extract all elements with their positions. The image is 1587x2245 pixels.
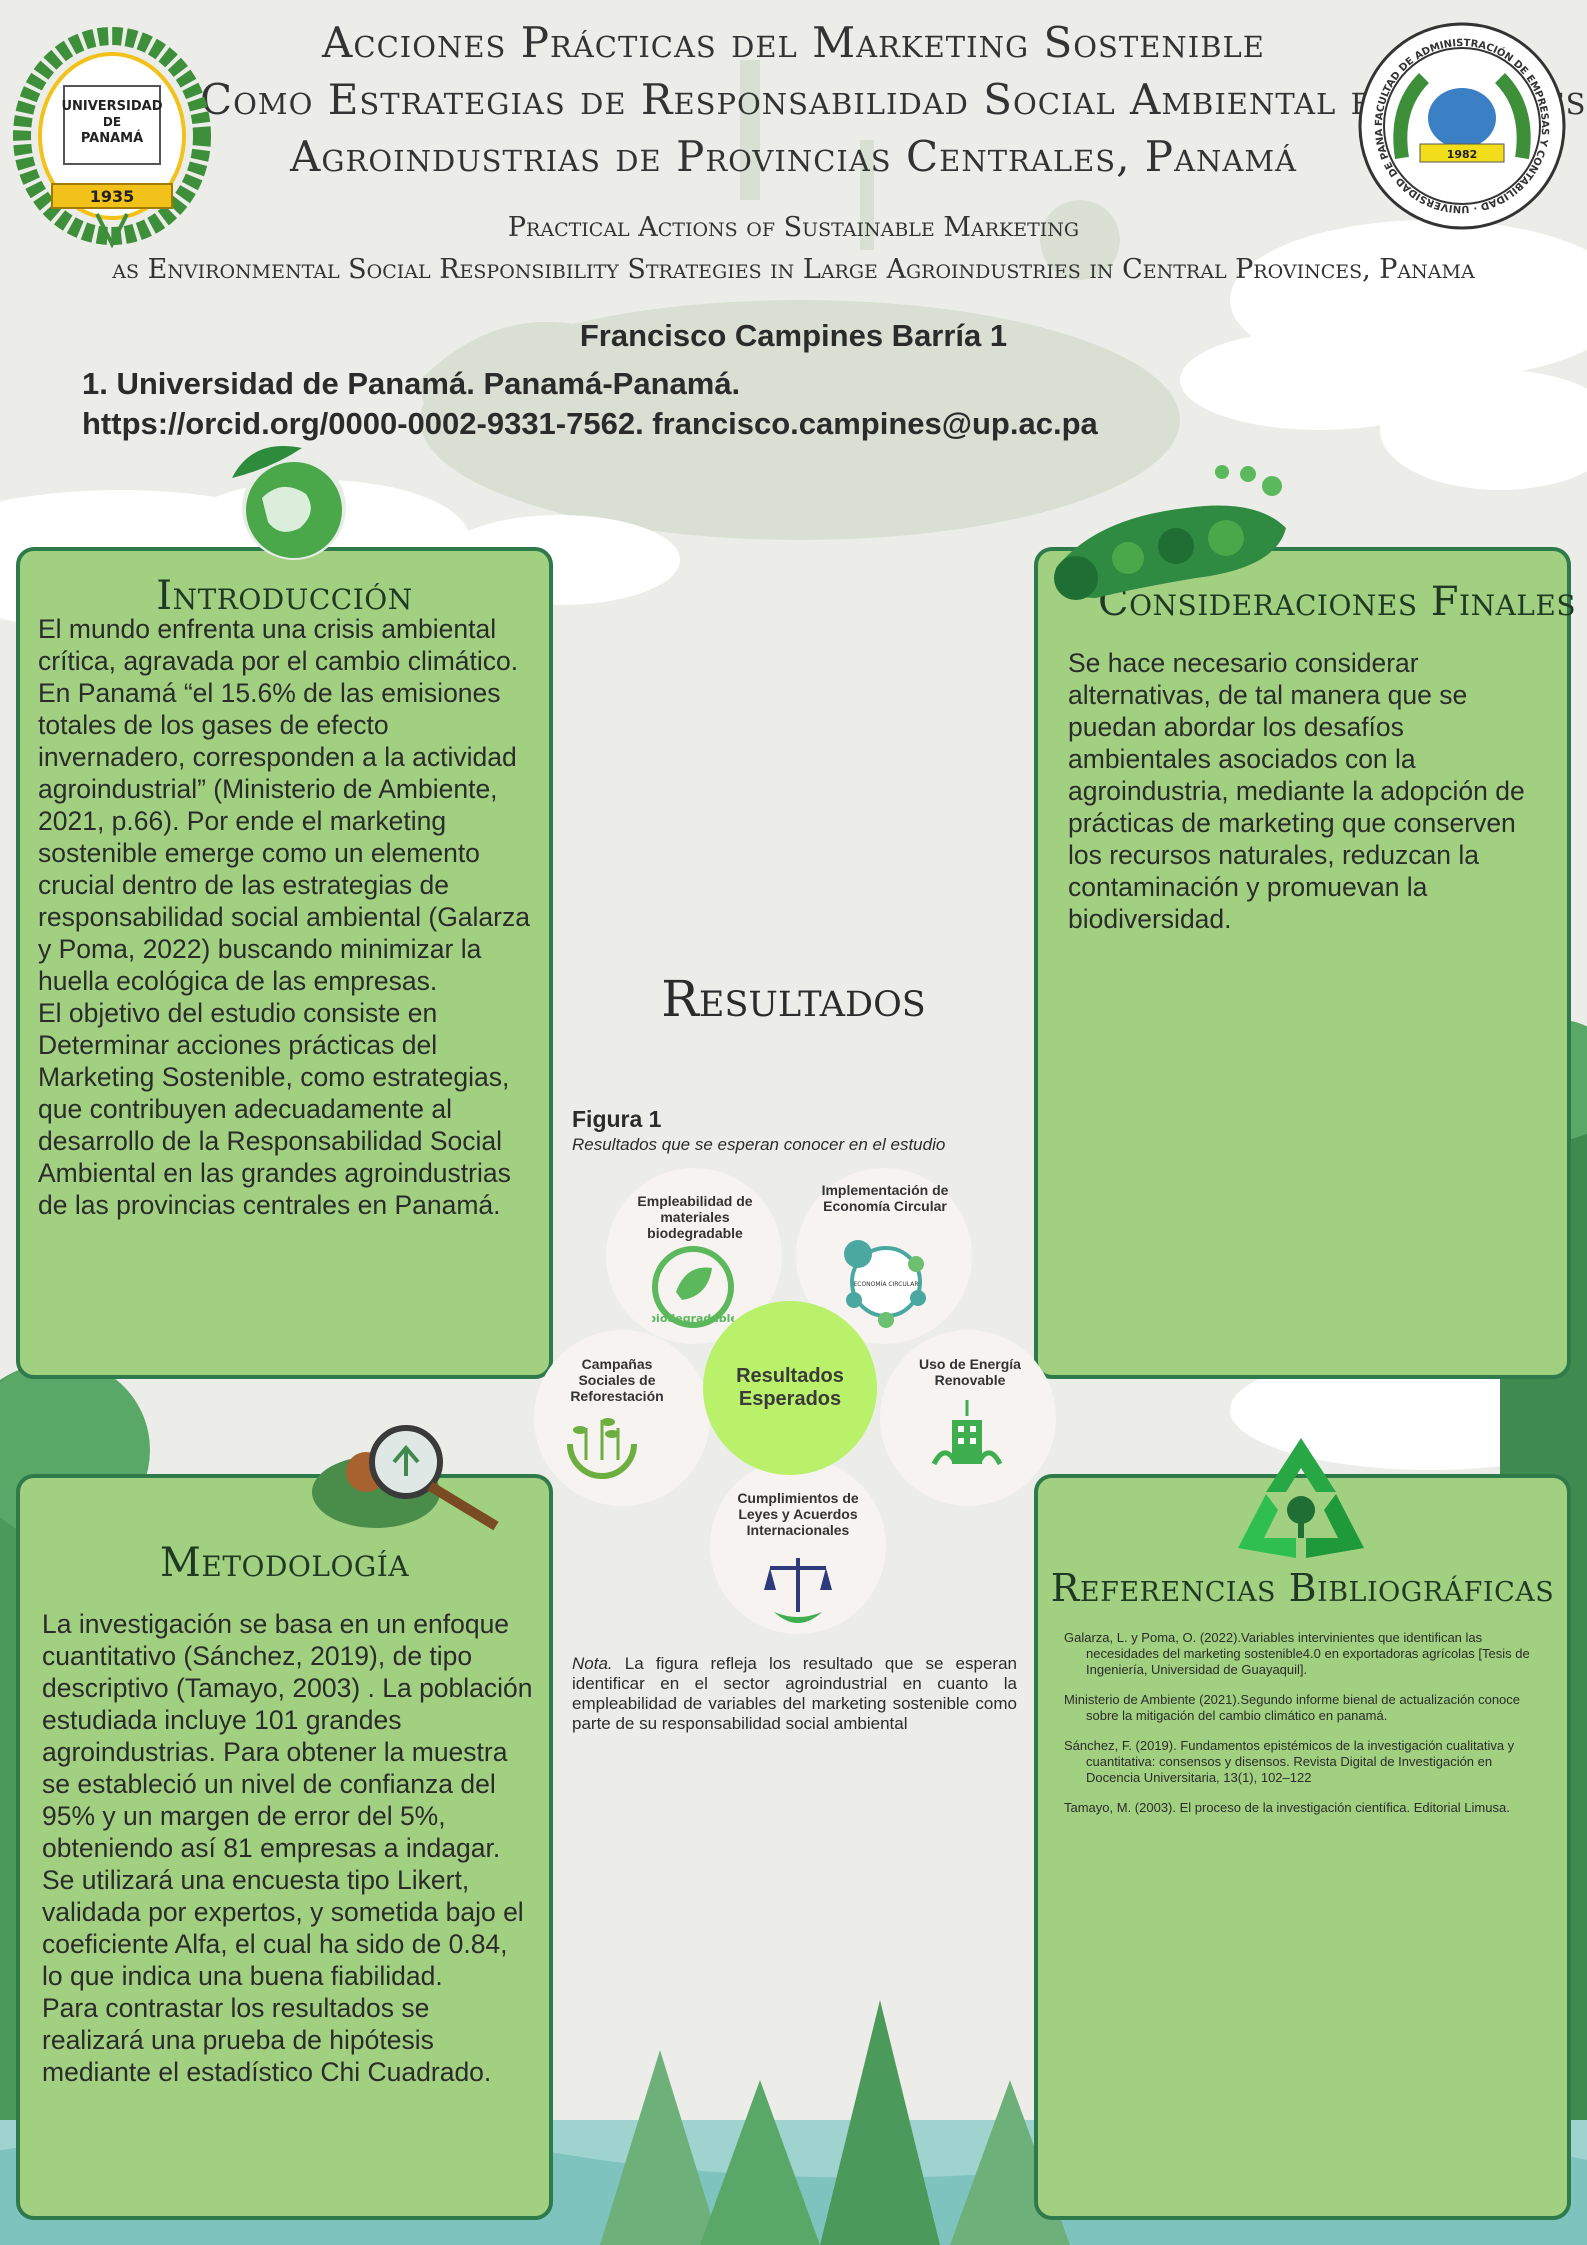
author-name: Francisco Campines Barría 1 [579, 318, 1008, 353]
resultados-esperados-center: Resultados Esperados [703, 1301, 877, 1475]
recycle-tree-icon [1238, 1438, 1364, 1558]
reference-item: Sánchez, F. (2019). Fundamentos epistémi… [1064, 1738, 1515, 1785]
paragraph: La investigación se basa en un enfoque c… [42, 1609, 533, 1991]
petal-label: Empleabilidad de materiales biodegradabl… [637, 1193, 753, 1241]
biodegradable-icon-text: biodegradable [652, 1312, 734, 1325]
section-body: El mundo enfrenta una crisis ambiental c… [20, 613, 549, 1221]
title-line: Como Estrategias de Responsabilidad Soci… [200, 75, 1587, 124]
petal-label: Cumplimientos de Leyes y Acuerdos Intern… [737, 1490, 859, 1538]
reference-item: Ministerio de Ambiente (2021).Segundo in… [1064, 1692, 1521, 1723]
reforestation-icon [567, 1418, 637, 1479]
renewable-energy-icon [931, 1400, 1003, 1466]
title-line: Acciones Prácticas del Marketing Sosteni… [322, 18, 1265, 67]
logo-year: 1982 [1447, 148, 1478, 161]
justice-scale-icon [764, 1558, 832, 1623]
affiliation: 1. Universidad de Panamá. Panamá-Panamá.… [82, 364, 1532, 444]
affiliation-line: https://orcid.org/0000-0002-9331-7562. f… [82, 406, 1098, 441]
section-title: Introducción [156, 573, 413, 619]
referencias-section: Referencias Bibliográficas Galarza, L. y… [1034, 1474, 1571, 2220]
title-line: Practical Actions of Sustainable Marketi… [507, 212, 1080, 243]
consideraciones-finales-section: Consideraciones Finales Se hace necesari… [1034, 547, 1577, 1379]
paragraph: El mundo enfrenta una crisis ambiental c… [38, 614, 530, 996]
economia-circular-icon: ECONOMÍA CIRCULAR [844, 1240, 926, 1328]
petal-label: Implementación de Economía Circular [821, 1182, 949, 1214]
figure-caption: Resultados que se esperan conocer en el … [572, 1135, 946, 1154]
section-body: Se hace necesario considerar alternativa… [1038, 647, 1567, 935]
figure-label: Figura 1 [572, 1106, 662, 1132]
metodologia-section: Metodología La investigación se basa en … [16, 1474, 553, 2220]
note-label: Nota. [572, 1654, 613, 1673]
title-line: Agroindustrias de Provincias Centrales, … [290, 132, 1297, 181]
paragraph: Para contrastar los resultados se realiz… [42, 1993, 492, 2087]
logo-text: DE [103, 115, 121, 129]
petal-energia-renovable [880, 1330, 1056, 1506]
reference-item: Tamayo, M. (2003). El proceso de la inve… [1064, 1800, 1510, 1815]
paragraph: El objetivo del estudio consiste en Dete… [38, 998, 511, 1220]
petal-label: Campañas Sociales de Reforestación [570, 1356, 664, 1404]
petal-reforestacion [534, 1330, 710, 1506]
facultad-administracion-logo: 1982 FACULTAD DE ADMINISTRACIÓN DE EMPRE… [1354, 18, 1566, 230]
section-title: Metodología [159, 1540, 410, 1586]
logo-text: PANAMÁ [81, 130, 143, 146]
affiliation-line: 1. Universidad de Panamá. Panamá-Panamá. [82, 366, 741, 401]
section-title: Referencias Bibliográficas [1050, 1566, 1555, 1610]
reference-item: Galarza, L. y Poma, O. (2022).Variables … [1064, 1630, 1530, 1677]
magnifier-recycle-icon [312, 1425, 499, 1531]
title-line: as Environmental Social Responsibility S… [112, 254, 1475, 285]
figure-note: Nota. La figura refleja los resultado qu… [572, 1654, 1017, 1734]
main-title-spanish: Acciones Prácticas del Marketing Sosteni… [200, 14, 1587, 185]
section-title: Consideraciones Finales [1098, 579, 1577, 625]
main-title-english: Practical Actions of Sustainable Marketi… [100, 207, 1487, 291]
biodegradable-icon: biodegradable [652, 1246, 734, 1328]
references-list: Galarza, L. y Poma, O. (2022).Variables … [1038, 1630, 1567, 1816]
note-text: La figura refleja los resultado que se e… [572, 1654, 1017, 1733]
paragraph: Se hace necesario considerar alternativa… [1068, 648, 1525, 934]
logo-year: 1935 [90, 187, 135, 206]
circular-icon-text: ECONOMÍA CIRCULAR [853, 1281, 918, 1288]
universidad-de-panama-logo: UNIVERSIDAD DE PANAMÁ 1935 [13, 27, 211, 249]
eco-footprint-icon [1054, 465, 1286, 600]
section-body: La investigación se basa en un enfoque c… [20, 1608, 549, 2088]
resultados-title: Resultados [661, 970, 926, 1028]
globe-leaf-icon [232, 446, 346, 560]
logo-text: UNIVERSIDAD [61, 99, 162, 114]
petal-label: Uso de Energía Renovable [919, 1356, 1021, 1388]
introduccion-section: Introducción El mundo enfrenta una crisi… [16, 547, 553, 1379]
